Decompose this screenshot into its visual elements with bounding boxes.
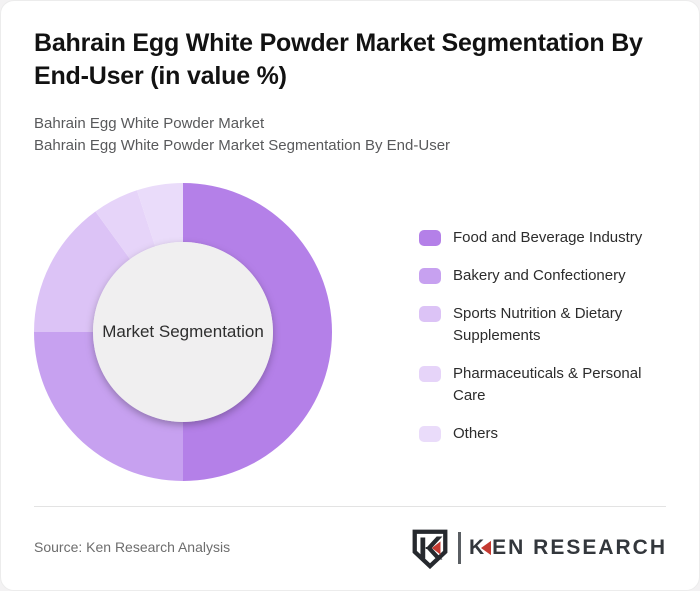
legend-item: Food and Beverage Industry xyxy=(419,227,669,249)
page-title-line1: Bahrain Egg White Powder Market Segmenta… xyxy=(34,29,643,57)
legend-swatch xyxy=(419,268,441,284)
logo-wordmark: K EN RESEARCH xyxy=(469,536,667,560)
legend-label: Sports Nutrition & Dietary Supplements xyxy=(453,305,623,344)
donut-chart-svg xyxy=(34,183,332,481)
legend-label: Pharmaceuticals & Personal Care xyxy=(453,365,642,404)
legend-swatch xyxy=(419,366,441,382)
legend-swatch xyxy=(419,230,441,246)
logo-divider-bar xyxy=(457,532,461,564)
chart-legend: Food and Beverage Industry Bakery and Con… xyxy=(419,227,669,445)
ken-research-logo: K EN RESEARCH xyxy=(409,527,667,569)
donut-segment-3 xyxy=(34,211,131,332)
logo-rest-text: EN RESEARCH xyxy=(492,535,667,560)
donut-segment-1 xyxy=(183,183,332,481)
donut-segment-4 xyxy=(95,190,156,260)
donut-segment-5 xyxy=(136,183,183,247)
donut-segment-2 xyxy=(34,332,183,481)
legend-item: Others xyxy=(419,423,669,445)
footer-divider xyxy=(34,506,666,507)
legend-swatch xyxy=(419,426,441,442)
chart-subtitle-line2: Bahrain Egg White Powder Market Segmenta… xyxy=(34,137,451,154)
shield-red-triangle-icon xyxy=(431,541,441,555)
legend-swatch xyxy=(419,306,441,322)
chart-subtitle-line1: Bahrain Egg White Powder Market xyxy=(34,115,265,132)
legend-label: Bakery and Confectionery xyxy=(453,267,626,284)
logo-letter-k: K xyxy=(468,535,487,560)
donut-center-circle xyxy=(93,242,273,422)
chart-subtitle: Bahrain Egg White Powder Market Bahrain … xyxy=(34,113,450,157)
page-title: Bahrain Egg White Powder Market Segmenta… xyxy=(34,27,674,93)
logo-red-triangle-icon xyxy=(481,540,492,556)
source-text: Source: Ken Research Analysis xyxy=(34,539,231,555)
legend-item: Pharmaceuticals & Personal Care xyxy=(419,363,669,407)
page-title-line2: End-User (in value %) xyxy=(34,62,287,90)
legend-label: Food and Beverage Industry xyxy=(453,229,643,246)
donut-chart: Market Segmentation xyxy=(33,182,333,482)
legend-label: Others xyxy=(453,425,499,442)
ken-research-shield-icon xyxy=(412,529,448,569)
legend-item: Sports Nutrition & Dietary Supplements xyxy=(419,303,669,347)
legend-item: Bakery and Confectionery xyxy=(419,265,669,287)
